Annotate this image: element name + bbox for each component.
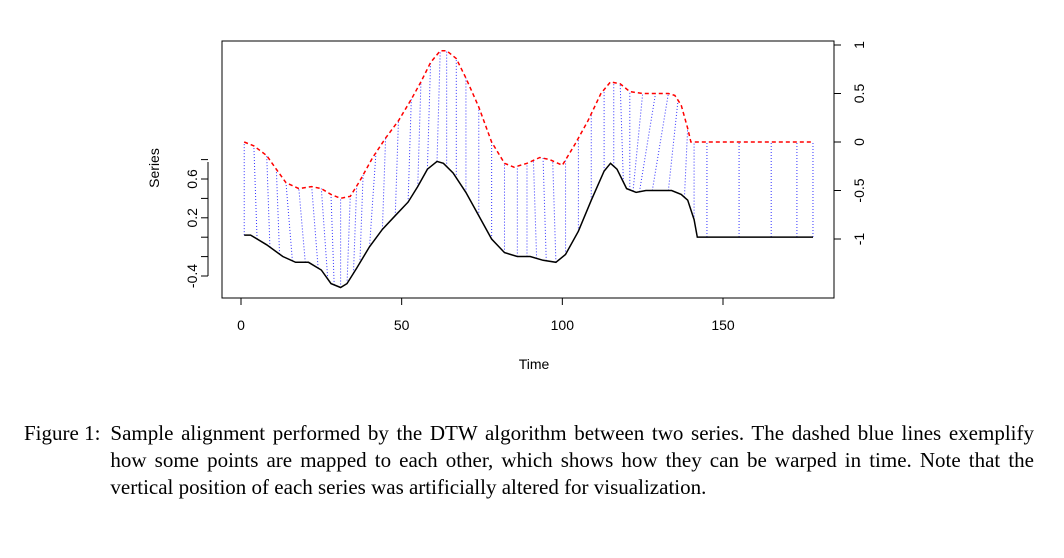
alignment-link: [359, 174, 364, 263]
alignment-link: [417, 81, 422, 187]
alignment-link: [619, 83, 624, 183]
alignment-link: [253, 145, 258, 240]
alignment-link: [407, 99, 412, 203]
alignment-link: [667, 100, 679, 191]
x-tick-label: 100: [551, 317, 575, 333]
series-solid-line: [244, 160, 813, 289]
y-right-tick-label: -0.5: [851, 178, 867, 202]
alignment-link: [436, 50, 441, 162]
alignment-link: [352, 185, 358, 274]
alignment-link: [266, 155, 271, 248]
alignment-link: [552, 160, 557, 263]
y-right-tick-label: -1: [851, 233, 867, 246]
x-tick-label: 150: [711, 317, 735, 333]
alignment-link: [426, 62, 432, 170]
alignment-link: [298, 188, 306, 263]
alignment-link: [381, 138, 387, 230]
alignment-link: [683, 128, 689, 198]
y-left-tick-label: -0.4: [184, 264, 200, 288]
x-axis: 0 50 100 150: [237, 297, 735, 333]
y-left-tick-label: 0.6: [184, 169, 200, 189]
alignment-link: [369, 152, 377, 247]
y-right-axis: -1 -0.5 0 0.5 1: [833, 41, 867, 246]
y-right-tick-label: 0.5: [851, 84, 867, 104]
caption-label: Figure 1:: [24, 421, 101, 445]
series-layer: [243, 50, 813, 289]
alignment-link: [542, 158, 547, 261]
figure-caption: Figure 1: Sample alignment performed by …: [24, 420, 1034, 501]
alignment-link: [285, 182, 293, 261]
alignment-link: [638, 93, 657, 192]
y-axis-label: Series: [146, 148, 162, 188]
x-tick-label: 50: [394, 317, 410, 333]
x-axis-label: Time: [519, 356, 550, 372]
dtw-alignment-chart: 0 50 100 150 -0.4 0.2 0.6 -1 -0.5 0 0.5 1 Time Se…: [146, 40, 867, 372]
y-left-axis: -0.4 0.2 0.6: [184, 159, 209, 288]
alignment-link: [330, 194, 335, 285]
x-tick-label: 0: [237, 317, 245, 333]
alignment-link: [532, 160, 538, 259]
y-left-tick-label: 0.2: [184, 208, 200, 228]
y-right-tick-label: 0: [851, 138, 867, 146]
alignment-link: [320, 188, 329, 280]
alignment-links: [243, 50, 814, 288]
plot-frame: [221, 40, 835, 299]
series-dashed-line: [243, 50, 813, 200]
alignment-link: [346, 196, 351, 284]
alignment-link: [275, 169, 281, 255]
alignment-link: [311, 186, 319, 269]
alignment-link: [651, 93, 669, 191]
caption-text: Sample alignment performed by the DTW al…: [110, 421, 1034, 499]
alignment-link: [394, 120, 399, 216]
alignment-link: [632, 93, 644, 192]
y-right-tick-label: 1: [851, 41, 867, 49]
